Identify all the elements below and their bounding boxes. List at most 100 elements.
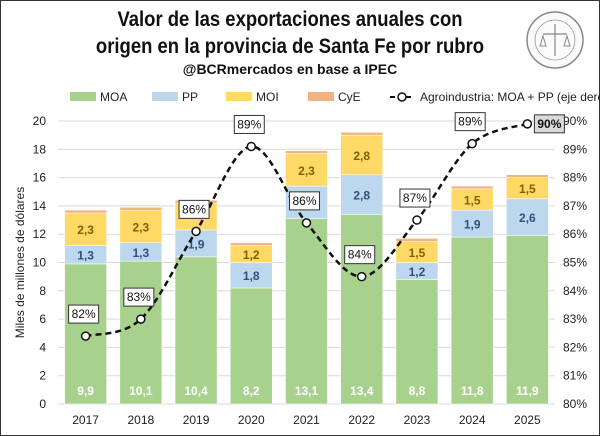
legend-label-moi: MOI [256, 90, 279, 104]
legend-label-agroindustria: Agroindustria: MOA + PP (eje derecho) [420, 90, 600, 104]
data-label-moi: 2,3 [298, 164, 315, 178]
line-data-label: 89% [237, 117, 261, 131]
y2-tick-label: 87% [563, 199, 587, 213]
line-data-label: 86% [182, 202, 206, 216]
data-label-pp: 1,3 [132, 246, 149, 260]
legend-swatch-cye [308, 92, 334, 101]
data-label-moa: 11,9 [516, 384, 539, 398]
bar-cye-2024 [450, 185, 494, 190]
x-tick-label: 2024 [459, 413, 486, 427]
line-point-2020 [246, 141, 257, 152]
y2-tick-label: 84% [563, 284, 587, 298]
data-label-moa: 10,4 [184, 384, 208, 398]
y2-tick-label: 86% [563, 227, 587, 241]
line-data-label: 82% [72, 307, 96, 321]
bar-cye-2018 [119, 207, 163, 211]
line-data-label: 89% [458, 115, 482, 129]
y-tick-label: 12 [33, 227, 47, 241]
data-label-pp: 2,8 [353, 189, 370, 203]
bar-cye-2023 [395, 238, 439, 242]
bar-moa-2018 [119, 260, 163, 405]
line-label-box [178, 199, 210, 219]
x-tick-label: 2022 [348, 413, 375, 427]
legend-line-marker [397, 92, 407, 102]
line-label-box [533, 114, 565, 134]
chart-subtitle: @BCRmercados en base a IPEC [182, 61, 398, 77]
line-point-2024 [467, 138, 477, 149]
bar-moa-2025 [506, 235, 549, 405]
y-tick-label: 18 [33, 142, 47, 156]
line-data-label: 84% [348, 248, 372, 262]
line-point-2017 [80, 331, 91, 341]
x-tick-label: 2019 [183, 413, 210, 427]
y-tick-label: 0 [39, 397, 46, 411]
line-data-label: 90% [537, 117, 561, 131]
legend-label-cye: CyE [338, 90, 361, 104]
bar-moi-2022 [340, 134, 383, 176]
line-point-2023 [412, 215, 422, 225]
data-label-moa: 10,1 [129, 384, 153, 398]
x-tick-label: 2017 [72, 413, 99, 427]
bar-moa-2022 [340, 214, 383, 405]
line-label-box [344, 245, 376, 265]
line-point-2018 [136, 314, 146, 324]
legend-swatch-moa [70, 92, 96, 101]
line-data-label: 86% [292, 194, 316, 208]
bar-cye-2022 [340, 132, 383, 136]
line-point-2021 [301, 218, 312, 228]
agroindustria-line [85, 122, 528, 338]
y2-tick-label: 80% [563, 397, 587, 411]
title-line-2: origen en la provincia de Santa Fe por r… [95, 35, 485, 58]
data-label-moa: 9,9 [77, 384, 94, 398]
x-tick-label: 2018 [127, 413, 154, 427]
data-label-moa: 8,2 [243, 384, 260, 398]
legend-swatch-moi [226, 92, 252, 101]
data-label-moa: 13,4 [350, 384, 374, 398]
line-label-box [399, 188, 431, 208]
bar-moa-2020 [230, 287, 273, 405]
y-tick-label: 10 [33, 256, 47, 270]
line-data-label: 87% [403, 191, 427, 205]
y2-tick-label: 90% [563, 114, 587, 128]
legend-label-moa: MOA [100, 90, 127, 104]
y-axis-label: Miles de millones de dólares [13, 187, 27, 338]
y-tick-label: 16 [33, 171, 47, 185]
data-label-pp: 1,9 [188, 237, 205, 251]
bar-pp-2024 [450, 209, 494, 238]
bar-cye-2017 [64, 209, 107, 214]
y2-tick-label: 88% [563, 171, 587, 185]
chart-title: Valor de las exportaciones anuales con or… [88, 6, 493, 60]
data-label-moi: 1,5 [519, 182, 536, 196]
line-label-box [289, 191, 320, 211]
y-tick-label: 14 [33, 199, 47, 213]
data-label-moa: 11,8 [461, 384, 484, 398]
legend-label-pp: PP [182, 90, 198, 104]
bar-pp-2022 [340, 174, 383, 215]
bar-cye-2021 [285, 150, 328, 154]
x-tick-label: 2023 [404, 413, 431, 427]
line-point-2025 [522, 119, 533, 129]
bar-moi-2017 [64, 212, 107, 246]
line-point-2022 [356, 271, 367, 282]
bar-pp-2025 [506, 198, 549, 236]
x-tick-label: 2021 [293, 413, 320, 427]
data-label-pp: 1,8 [243, 269, 260, 283]
data-label-moi: 2,3 [77, 223, 94, 237]
data-label-pp: 2,6 [519, 211, 536, 225]
data-label-moa: 13,1 [295, 384, 319, 398]
data-label-moi: 1,2 [243, 248, 260, 262]
bar-moa-2023 [395, 279, 439, 405]
data-label-pp: 1,2 [409, 265, 426, 279]
bar-moa-2021 [285, 218, 328, 405]
bar-moi-2021 [285, 153, 328, 187]
title-line-1: Valor de las exportaciones anuales con [117, 8, 463, 31]
bar-moi-2018 [119, 209, 163, 243]
data-label-moi: 1,5 [409, 246, 426, 260]
y-tick-label: 4 [39, 340, 46, 354]
bcr-seal-logo [526, 11, 584, 69]
x-tick-label: 2025 [514, 413, 541, 427]
bar-cye-2025 [506, 174, 549, 178]
line-label-box [454, 112, 486, 132]
bar-moa-2024 [450, 236, 494, 405]
